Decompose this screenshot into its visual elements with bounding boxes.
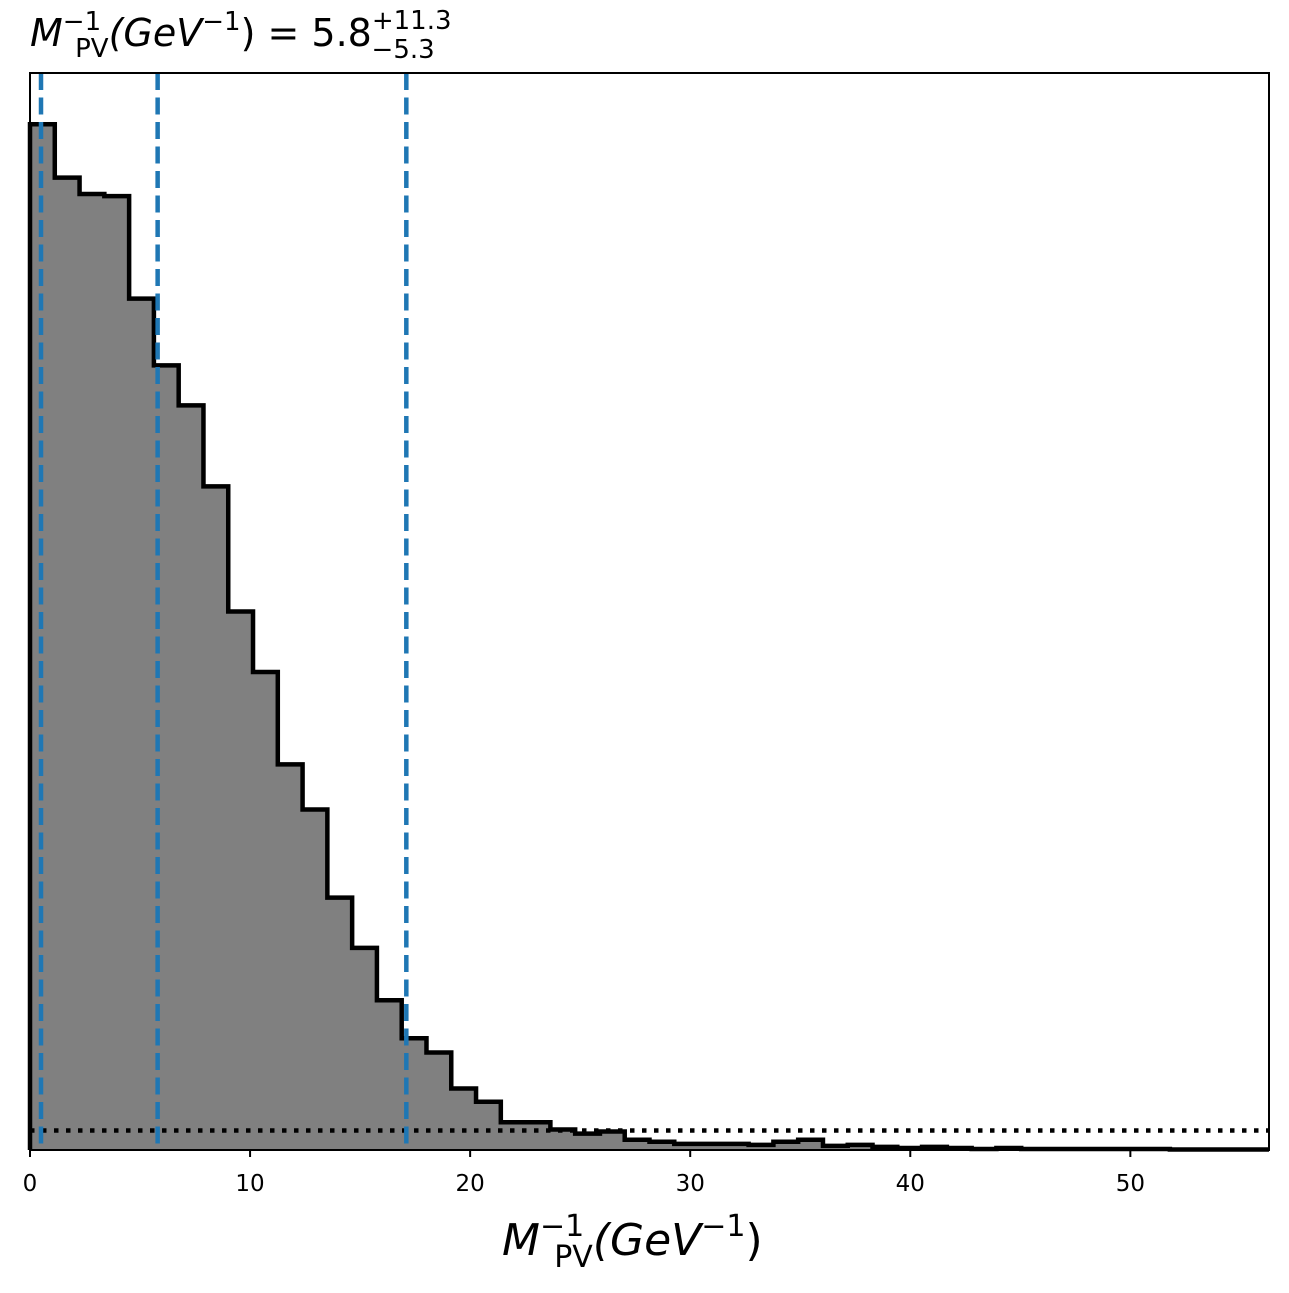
histogram-bar — [451, 1088, 477, 1150]
title-equals: = — [255, 11, 311, 55]
plot-area — [27, 73, 1270, 1152]
histogram-bar — [525, 1122, 551, 1150]
x-axis-label: M−1 PV(GeV−1) — [502, 1209, 763, 1275]
x-tick-label: 20 — [456, 1171, 485, 1197]
histogram-bar — [426, 1052, 452, 1150]
title-value: 5.8 — [311, 11, 371, 55]
xlabel-unit-close: ) — [746, 1215, 763, 1266]
histogram-bar — [253, 672, 279, 1150]
histogram-bars — [30, 124, 1270, 1151]
histogram-bar — [575, 1133, 601, 1150]
histogram-bar — [79, 194, 105, 1150]
histogram-bar — [352, 947, 378, 1150]
histogram-bar — [104, 196, 130, 1151]
histogram-bar — [376, 1000, 403, 1150]
xlabel-symbol: M — [502, 1215, 540, 1266]
title-minus-error: −5.3 — [372, 35, 435, 65]
plot-frame — [29, 72, 1270, 1151]
x-tick-label: 30 — [676, 1171, 705, 1197]
title-symbol-sup: −1 — [63, 7, 101, 37]
xlabel-symbol-sup: −1 — [540, 1209, 584, 1244]
xlabel-unit-sup: −1 — [701, 1209, 745, 1244]
histogram-bar — [54, 177, 81, 1150]
histogram-bar — [748, 1144, 774, 1150]
histogram-bar — [203, 486, 229, 1150]
xlabel-symbol-sub: PV — [554, 1240, 593, 1275]
histogram-bar — [550, 1129, 576, 1150]
title-unit-open: (GeV — [109, 11, 206, 55]
histogram-bar — [624, 1139, 651, 1150]
histogram-bar — [798, 1139, 824, 1150]
histogram-bar — [327, 897, 353, 1150]
histogram-bar — [847, 1144, 874, 1150]
histogram-bar — [228, 611, 254, 1150]
title-symbol: M — [30, 11, 63, 55]
histogram-bar — [649, 1141, 675, 1150]
histogram-bar — [773, 1141, 799, 1150]
histogram-bar — [599, 1131, 626, 1150]
x-tick-label: 40 — [896, 1171, 925, 1197]
title-unit-sup: −1 — [202, 7, 240, 37]
histogram-bar — [277, 764, 304, 1150]
chart-title: M−1 PV(GeV−1) = 5.8+11.3 −5.3 — [30, 6, 452, 65]
histogram-outline — [27, 122, 1269, 1152]
x-axis: 0 10 20 30 40 50 — [23, 1150, 1145, 1197]
x-tick-label: 50 — [1116, 1171, 1145, 1197]
x-tick-label: 0 — [23, 1171, 38, 1197]
title-plus-error: +11.3 — [372, 6, 452, 36]
title-symbol-sub: PV — [75, 34, 109, 64]
histogram-bar — [129, 298, 155, 1151]
title-unit-close: ) — [241, 11, 256, 55]
histogram-bar — [302, 809, 328, 1150]
histogram-bar — [674, 1143, 700, 1150]
histogram-bar — [500, 1122, 527, 1150]
histogram-bar — [699, 1143, 725, 1150]
x-tick-label: 10 — [235, 1171, 264, 1197]
histogram-bar — [178, 405, 205, 1150]
xlabel-unit-open: (GeV — [593, 1215, 704, 1266]
histogram-bar — [476, 1101, 502, 1150]
histogram-bar — [723, 1143, 750, 1150]
